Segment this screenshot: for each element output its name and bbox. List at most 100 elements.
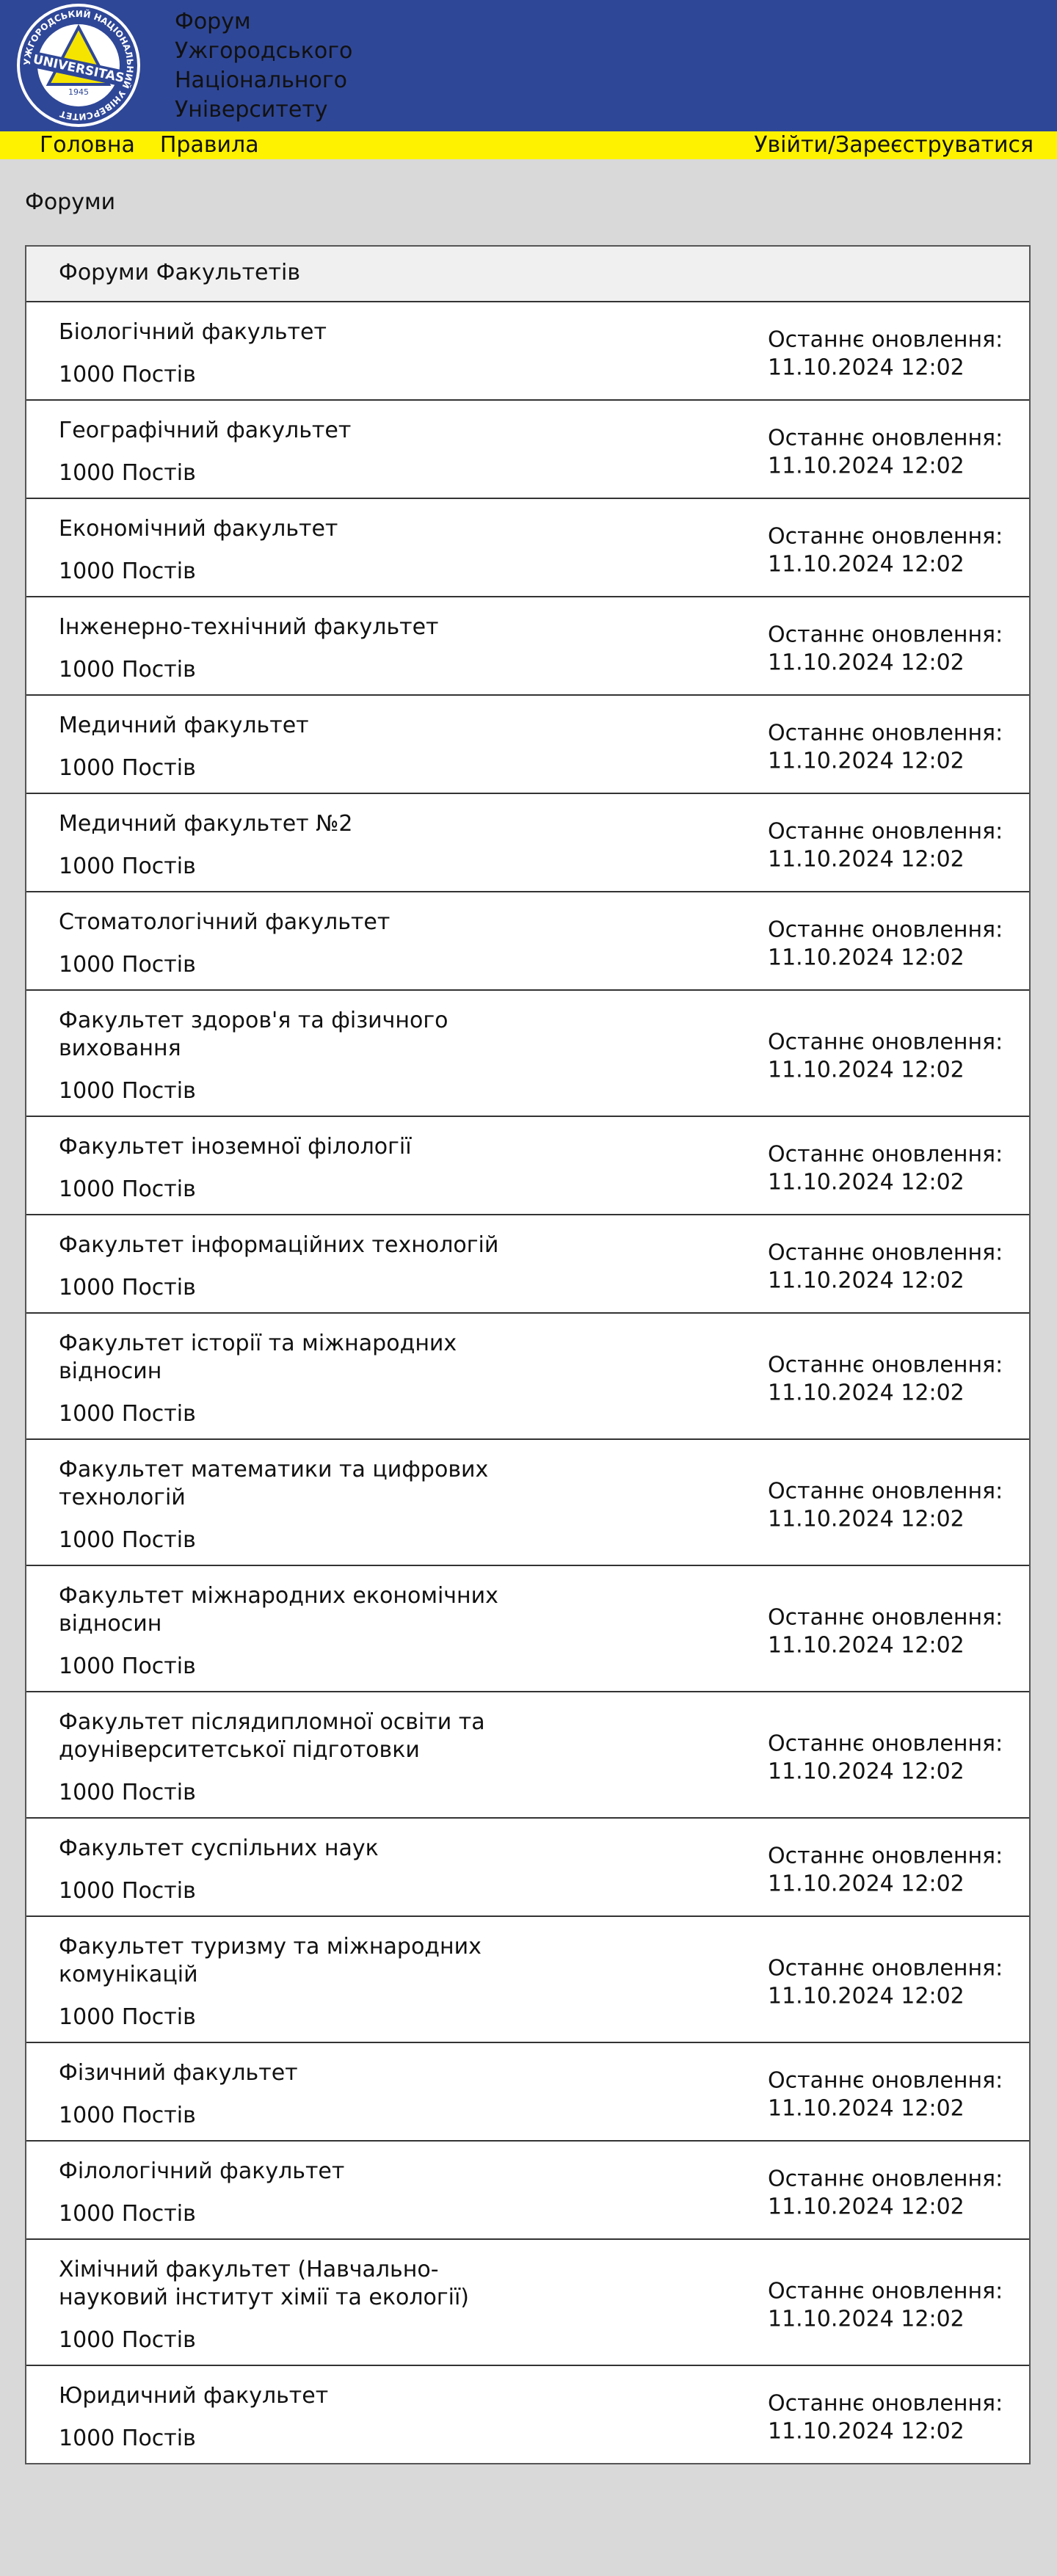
post-count: 1000 Постів	[59, 2426, 196, 2451]
forum-row[interactable]: Філологічний факультет 1000 Постів Останнє…	[26, 2142, 1029, 2240]
forum-row[interactable]: Хімічний факультет (Навчально-науковий і…	[26, 2240, 1029, 2366]
update-time: 11.10.2024 12:02	[768, 2095, 965, 2122]
post-count: 1000 Постів	[59, 952, 196, 978]
update-time: 11.10.2024 12:02	[768, 1057, 965, 1083]
last-update: Останнє оновлення: 11.10.2024 12:02	[768, 1604, 1003, 1660]
nav-bar: Головна Правила Увійти/Зареєструватися	[0, 131, 1057, 159]
post-count: 1000 Постів	[59, 362, 196, 388]
forum-row[interactable]: Економічний факультет 1000 Постів Останнє …	[26, 499, 1029, 597]
last-update: Останнє оновлення: 11.10.2024 12:02	[768, 622, 1003, 677]
update-time: 11.10.2024 12:02	[768, 2194, 965, 2220]
last-update: Останнє оновлення: 11.10.2024 12:02	[768, 1029, 1003, 1085]
update-time: 11.10.2024 12:02	[768, 1632, 965, 1659]
forum-name: Факультет математики та цифрових техноло…	[59, 1457, 489, 1510]
update-time: 11.10.2024 12:02	[768, 1758, 965, 1785]
update-label: Останнє оновлення:	[768, 1955, 1003, 1982]
last-update: Останнє оновлення: 11.10.2024 12:02	[768, 1352, 1003, 1408]
last-update: Останнє оновлення: 11.10.2024 12:02	[768, 2067, 1003, 2123]
forum-name: Економічний факультет	[59, 516, 338, 542]
update-label: Останнє оновлення:	[768, 2166, 1003, 2192]
post-count: 1000 Постів	[59, 1275, 196, 1300]
update-label: Останнє оновлення:	[768, 1731, 1003, 1757]
update-time: 11.10.2024 12:02	[768, 1871, 965, 1897]
header: УЖГОРОДСЬКИЙ НАЦІОНАЛЬНИЙ УНІВЕРСИТЕТ UN…	[0, 0, 1057, 131]
site-title: Форум Ужгородського Національного Універ…	[175, 9, 353, 123]
last-update: Останнє оновлення: 11.10.2024 12:02	[768, 1141, 1003, 1197]
forum-table: Форуми Факультетів Біологічний факультет…	[25, 245, 1031, 2464]
update-label: Останнє оновлення:	[768, 1240, 1003, 1266]
update-time: 11.10.2024 12:02	[768, 1169, 965, 1196]
post-count: 1000 Постів	[59, 1527, 196, 1553]
update-label: Останнє оновлення:	[768, 2067, 1003, 2094]
forum-row[interactable]: Факультет інформаційних технологій 1000 П…	[26, 1215, 1029, 1314]
forum-name: Факультет суспільних наук	[59, 1835, 379, 1861]
update-time: 11.10.2024 12:02	[768, 945, 965, 971]
update-time: 11.10.2024 12:02	[768, 551, 965, 578]
forum-row[interactable]: Факультет іноземної філології 1000 Постів…	[26, 1117, 1029, 1215]
post-count: 1000 Постів	[59, 1780, 196, 1805]
update-label: Останнє оновлення:	[768, 818, 1003, 845]
auth-link[interactable]: Увійти/Зареєструватися	[754, 132, 1034, 158]
update-label: Останнє оновлення:	[768, 2278, 1003, 2304]
forum-name: Факультет міжнародних економічних віднос…	[59, 1583, 498, 1637]
forum-name: Фізичний факультет	[59, 2060, 298, 2086]
forum-row[interactable]: Факультет міжнародних економічних віднос…	[26, 1566, 1029, 1692]
forum-row[interactable]: Факультет історії та міжнародних відноси…	[26, 1314, 1029, 1440]
table-title: Форуми Факультетів	[26, 247, 1029, 302]
post-count: 1000 Постів	[59, 2103, 196, 2128]
update-label: Останнє оновлення:	[768, 1604, 1003, 1631]
forum-row[interactable]: Стоматологічний факультет 1000 Постів Оста…	[26, 892, 1029, 991]
update-label: Останнє оновлення:	[768, 720, 1003, 746]
post-count: 1000 Постів	[59, 2004, 196, 2030]
forum-row[interactable]: Географічний факультет 1000 Постів Останнє…	[26, 401, 1029, 499]
forum-name: Хімічний факультет (Навчально-науковий і…	[59, 2257, 470, 2310]
forum-row[interactable]: Медичний факультет 1000 Постів Останнє оно…	[26, 696, 1029, 794]
forum-row[interactable]: Інженерно-технічний факультет 1000 Постів…	[26, 597, 1029, 696]
update-label: Останнє оновлення:	[768, 425, 1003, 451]
forum-row[interactable]: Юридичний факультет 1000 Постів Останнє он…	[26, 2366, 1029, 2463]
forum-row[interactable]: Біологічний факультет 1000 Постів Останнє …	[26, 302, 1029, 401]
update-label: Останнє оновлення:	[768, 1141, 1003, 1168]
update-time: 11.10.2024 12:02	[768, 354, 965, 381]
forum-row[interactable]: Факультет математики та цифрових техноло…	[26, 1440, 1029, 1566]
logo: УЖГОРОДСЬКИЙ НАЦІОНАЛЬНИЙ УНІВЕРСИТЕТ UN…	[17, 4, 140, 127]
forum-name: Факультет інформаційних технологій	[59, 1232, 499, 1258]
forum-name: Факультет здоров'я та фізичного вихованн…	[59, 1008, 448, 1061]
forum-name: Стоматологічний факультет	[59, 909, 391, 935]
forum-row[interactable]: Факультет туризму та міжнародних комунік…	[26, 1917, 1029, 2043]
last-update: Останнє оновлення: 11.10.2024 12:02	[768, 720, 1003, 776]
forum-row[interactable]: Факультет післядипломної освіти та доуні…	[26, 1692, 1029, 1819]
update-time: 11.10.2024 12:02	[768, 1380, 965, 1406]
update-label: Останнє оновлення:	[768, 917, 1003, 943]
last-update: Останнє оновлення: 11.10.2024 12:02	[768, 2390, 1003, 2446]
last-update: Останнє оновлення: 11.10.2024 12:02	[768, 327, 1003, 382]
last-update: Останнє оновлення: 11.10.2024 12:02	[768, 1240, 1003, 1295]
forum-name: Юридичний факультет	[59, 2383, 329, 2409]
update-time: 11.10.2024 12:02	[768, 1983, 965, 2009]
post-count: 1000 Постів	[59, 460, 196, 486]
forum-row[interactable]: Фізичний факультет 1000 Постів Останнє оно…	[26, 2043, 1029, 2142]
last-update: Останнє оновлення: 11.10.2024 12:02	[768, 1843, 1003, 1899]
update-time: 11.10.2024 12:02	[768, 650, 965, 676]
nav-link[interactable]: Правила	[159, 132, 259, 158]
last-update: Останнє оновлення: 11.10.2024 12:02	[768, 523, 1003, 579]
forum-name: Факультет іноземної філології	[59, 1134, 412, 1160]
post-count: 1000 Постів	[59, 1078, 196, 1104]
update-label: Останнє оновлення:	[768, 2390, 1003, 2417]
last-update: Останнє оновлення: 11.10.2024 12:02	[768, 425, 1003, 481]
update-time: 11.10.2024 12:02	[768, 2418, 965, 2445]
update-label: Останнє оновлення:	[768, 523, 1003, 550]
nav-link[interactable]: Головна	[40, 132, 135, 158]
forum-row[interactable]: Медичний факультет №2 1000 Постів Останнє …	[26, 794, 1029, 892]
forum-name: Факультет історії та міжнародних відноси…	[59, 1331, 457, 1384]
forum-name: Факультет післядипломної освіти та доуні…	[59, 1709, 485, 1763]
post-count: 1000 Постів	[59, 657, 196, 683]
update-time: 11.10.2024 12:02	[768, 2306, 965, 2332]
forum-row[interactable]: Факультет суспільних наук 1000 Постів Оста…	[26, 1819, 1029, 1917]
last-update: Останнє оновлення: 11.10.2024 12:02	[768, 1731, 1003, 1786]
update-time: 11.10.2024 12:02	[768, 748, 965, 774]
last-update: Останнє оновлення: 11.10.2024 12:02	[768, 818, 1003, 874]
forum-row[interactable]: Факультет здоров'я та фізичного вихованн…	[26, 991, 1029, 1117]
forum-name: Географічний факультет	[59, 418, 352, 443]
